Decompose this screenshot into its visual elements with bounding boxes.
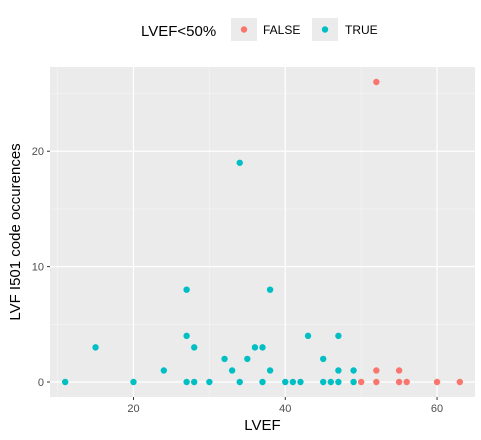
data-point-true: [350, 378, 357, 386]
y-axis-title: LVF I501 code occurences: [7, 143, 24, 320]
data-point-true: [183, 378, 190, 386]
legend-label: FALSE: [263, 23, 300, 37]
data-point-true: [259, 344, 266, 351]
data-point-true: [327, 378, 335, 386]
data-point-true: [335, 332, 342, 340]
data-points: [61, 78, 464, 386]
data-point-false: [403, 378, 410, 386]
data-point-true: [221, 355, 228, 363]
x-tick-label: 20: [127, 403, 139, 415]
data-point-false: [373, 378, 380, 386]
data-point-true: [190, 344, 198, 351]
data-point-false: [456, 378, 464, 386]
legend-label: TRUE: [345, 23, 378, 37]
data-point-true: [183, 332, 190, 340]
data-point-true: [61, 378, 69, 386]
data-point-true: [183, 286, 190, 293]
data-point-true: [335, 367, 342, 374]
data-point-true: [320, 378, 327, 386]
x-tick-label: 60: [431, 403, 443, 415]
legend-key-marker: [240, 26, 248, 33]
data-point-true: [244, 355, 251, 363]
data-point-true: [251, 344, 259, 351]
data-point-true: [92, 344, 99, 351]
y-tick-label: 0: [38, 377, 44, 389]
data-point-false: [395, 378, 403, 386]
data-point-true: [160, 367, 168, 374]
data-point-true: [320, 355, 327, 363]
legend-title: LVEF<50%: [141, 23, 216, 40]
x-axis-title: LVEF: [244, 417, 280, 434]
y-tick-label: 20: [32, 146, 44, 158]
data-point-true: [190, 378, 198, 386]
data-point-false: [357, 378, 365, 386]
data-point-false: [373, 78, 380, 86]
x-axis-ticks: 20 40 60: [127, 397, 443, 415]
data-point-true: [297, 378, 304, 386]
y-axis-ticks: 0 10 20: [32, 146, 50, 389]
x-tick-label: 40: [279, 403, 291, 415]
data-point-true: [236, 378, 243, 386]
legend-key-marker: [321, 26, 329, 33]
data-point-true: [282, 378, 289, 386]
data-point-false: [373, 367, 380, 374]
data-point-true: [206, 378, 213, 386]
minor-grid: [50, 67, 475, 397]
major-grid: [50, 67, 475, 397]
legend: LVEF<50% FALSE TRUE: [141, 18, 378, 41]
plot-panel: [50, 67, 475, 397]
data-point-true: [130, 378, 137, 386]
data-point-false: [433, 378, 441, 386]
data-point-true: [266, 367, 274, 374]
y-tick-label: 10: [32, 262, 44, 274]
data-point-true: [350, 367, 357, 374]
data-point-true: [228, 367, 236, 374]
data-point-true: [236, 159, 243, 166]
data-point-true: [304, 332, 312, 340]
data-point-true: [289, 378, 297, 386]
data-point-true: [266, 286, 274, 293]
data-point-true: [259, 378, 266, 386]
data-point-true: [335, 378, 342, 386]
data-point-false: [395, 367, 403, 374]
